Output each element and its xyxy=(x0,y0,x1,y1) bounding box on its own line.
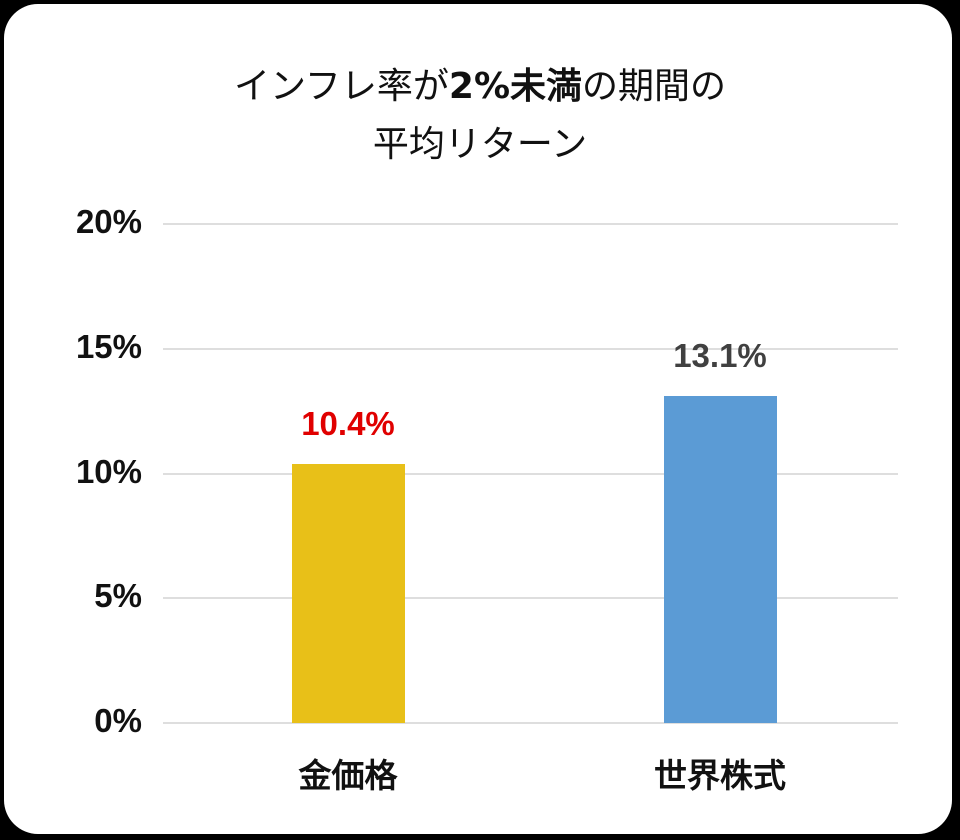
y-tick-label: 0% xyxy=(94,702,142,739)
y-tick-label: 5% xyxy=(94,577,142,615)
x-category-label: 金価格 xyxy=(298,756,398,795)
title-emphasis: 2%未満 xyxy=(448,66,583,107)
gridline xyxy=(163,347,898,350)
bar-value-label: 13.1% xyxy=(673,337,767,375)
chart-title-line1: インフレ率が2%未満の期間の xyxy=(233,66,727,107)
chart-title: インフレ率が2%未満の期間の 平均リターン xyxy=(0,58,960,174)
x-category-label: 世界株式 xyxy=(654,756,786,795)
chart-card xyxy=(4,4,952,834)
y-tick-label: 15% xyxy=(75,327,142,365)
bar-gold-price xyxy=(291,463,405,723)
gridline xyxy=(163,472,898,475)
bar-world-stocks xyxy=(663,396,777,723)
y-tick-label: 20% xyxy=(75,203,142,240)
y-tick-label: 10% xyxy=(75,452,142,490)
gridline xyxy=(163,223,898,225)
gridline xyxy=(163,722,898,724)
gridline xyxy=(163,597,898,600)
bar-value-label: 10.4% xyxy=(301,404,395,442)
chart-title-line2: 平均リターン xyxy=(372,124,588,165)
